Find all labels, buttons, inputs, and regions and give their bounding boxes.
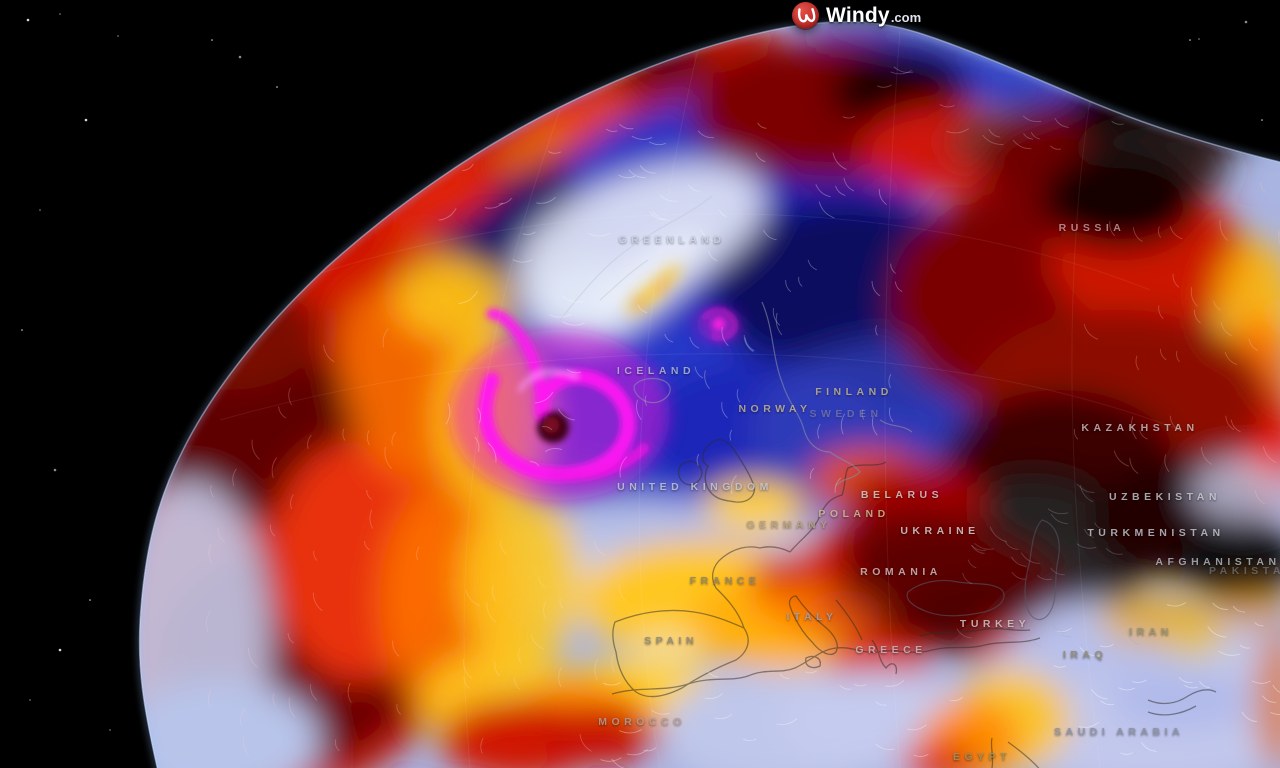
windy-logo[interactable]: Windy .com [792,2,921,29]
brand-name: Windy [826,3,890,27]
starfield [21,13,1263,731]
nordic-coastlines [633,301,913,487]
anomaly-color-field [139,22,1280,768]
graticule [219,29,1181,768]
atmosphere-limb [136,18,1280,768]
brand-suffix: .com [890,9,922,25]
polar-vortex-swirl [477,308,737,482]
greenland-coastline [559,195,713,321]
inland-seas [906,519,1060,621]
windy-swirl-icon [792,2,819,29]
coastlines [611,439,1217,768]
